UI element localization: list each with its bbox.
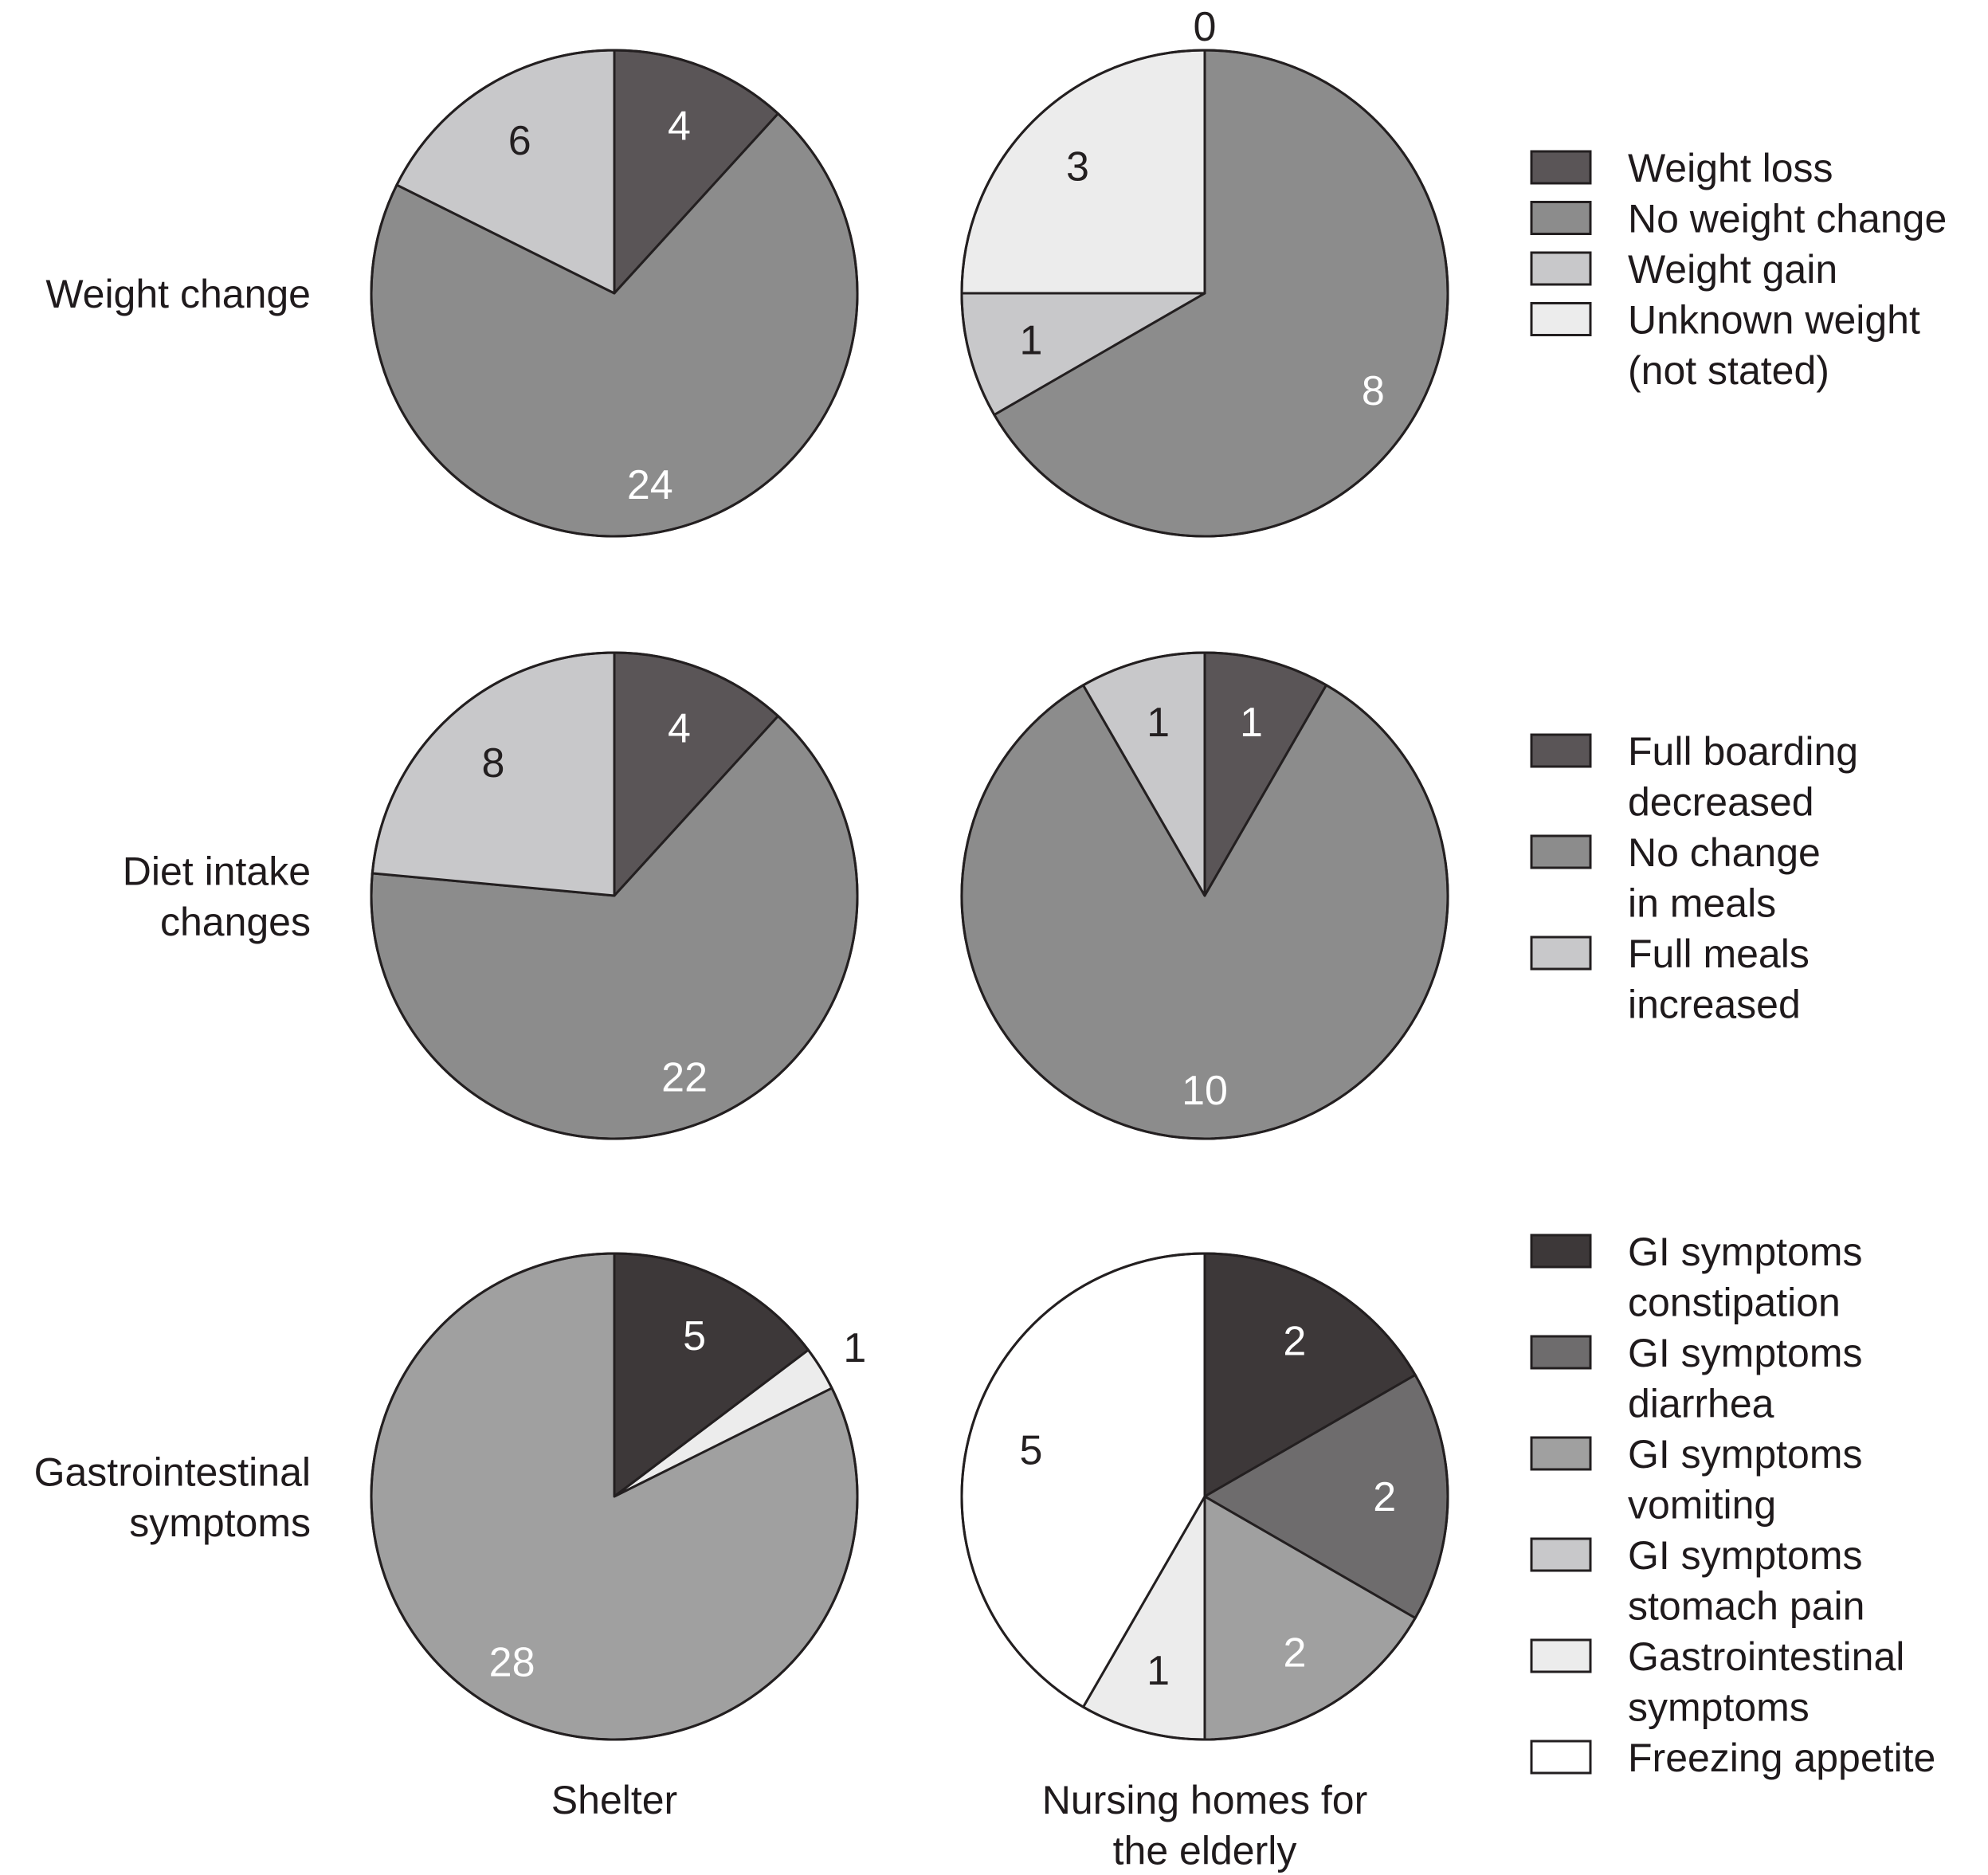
legend-swatch [1530,1638,1592,1673]
pie-shelter-row-2 [370,1252,859,1741]
legend-text: Weight gain [1628,247,1837,292]
slice-unknown-weight-not-stated-label: 3 [1066,143,1089,190]
legend-text: vomiting [1628,1483,1776,1528]
slice-gi-symptoms-vomiting-label: 2 [1283,1630,1306,1677]
legend-text: increased [1628,983,1801,1027]
legend-swatch [1530,1335,1592,1370]
slice-full-meals-increased-label: 8 [481,740,504,786]
legend-swatch [1530,834,1592,869]
pie-outline [960,651,1449,1140]
slice-full-boarding-decreased-label: 4 [668,706,691,752]
legend-swatch [1530,302,1592,336]
pie-nursing-homes-for-the-elderly-row-1 [960,651,1449,1140]
legend-text: Full boarding [1628,729,1858,774]
legend-item-gi-symptoms-constipation [1530,1234,1592,1269]
legend-text: Gastrointestinal [1628,1634,1904,1679]
legend-swatch [1530,733,1592,768]
column-label-nursing-homes-for-the-elderly-line-1: the elderly [1113,1829,1297,1873]
legend-text: (not stated) [1628,348,1829,393]
row-label-0-line-0: Weight change [45,272,311,316]
slice-weight-gain-label: 6 [508,118,531,164]
legend-item-no-weight-change [1530,201,1592,235]
slice-no-weight-change-label: 24 [627,462,673,508]
legend-text: constipation [1628,1281,1841,1325]
legend-swatch [1530,936,1592,971]
legend-text: in meals [1628,881,1776,926]
slice-weight-loss-label: 0 [1194,4,1217,50]
legend-item-freezing-appetite [1530,1740,1592,1775]
legend-text: Weight loss [1628,146,1833,190]
legend-text: symptoms [1628,1685,1810,1730]
row-label-1-line-0: Diet intake [123,849,311,893]
column-label-shelter-line-0: Shelter [551,1778,677,1822]
legend-swatch [1530,1740,1592,1775]
slice-full-boarding-decreased-label: 1 [1240,700,1263,746]
legend-swatch [1530,251,1592,286]
legend-text: Unknown weight [1628,298,1920,343]
legend-item-gi-symptoms-stomach-pain [1530,1537,1592,1572]
legend-item-unknown-weight-not-stated [1530,302,1592,336]
legend-item-weight-gain [1530,251,1592,286]
legend-item-gi-symptoms-diarrhea [1530,1335,1592,1370]
slice-no-change-in-meals-label: 22 [661,1055,708,1101]
pie-nursing-homes-for-the-elderly-row-0 [960,49,1449,538]
legend-text: GI symptoms [1628,1432,1862,1477]
legend-text: decreased [1628,780,1814,825]
pie-outline [960,1252,1449,1741]
slice-full-meals-increased-label: 1 [1147,700,1170,746]
legend-swatch [1530,1537,1592,1572]
pie-shelter-row-1 [370,651,859,1140]
legend-item-gastrointestinal-symptoms [1530,1638,1592,1673]
row-label-1-line-1: changes [160,900,311,944]
pie-outline [370,651,859,1140]
column-label-nursing-homes-for-the-elderly-line-0: Nursing homes for [1042,1778,1368,1822]
legend-text: GI symptoms [1628,1533,1862,1578]
row-label-2-line-0: Gastrointestinal [34,1449,311,1494]
legend-text: diarrhea [1628,1382,1774,1426]
slice-no-change-in-meals-label: 10 [1182,1068,1228,1114]
pie-outline [370,49,859,538]
legend-swatch [1530,201,1592,235]
legend-swatch [1530,1234,1592,1269]
pie-outline [370,1252,859,1741]
pie-nursing-homes-for-the-elderly-row-2 [960,1252,1449,1741]
legend-text: GI symptoms [1628,1230,1862,1274]
slice-gi-symptoms-constipation-label: 2 [1283,1319,1306,1365]
slice-gi-symptoms-constipation-label: 5 [683,1313,706,1359]
legend-text: stomach pain [1628,1584,1864,1629]
legend-text: No change [1628,830,1821,875]
slice-weight-loss-label: 4 [668,104,691,150]
legend-item-full-meals-increased [1530,936,1592,971]
slice-gi-symptoms-diarrhea-label: 2 [1373,1474,1396,1520]
slice-no-weight-change-label: 8 [1362,368,1385,414]
pie-shelter-row-0 [370,49,859,538]
legend-swatch [1530,1436,1592,1471]
slice-freezing-appetite-label: 5 [1020,1428,1043,1474]
slice-gi-symptoms-vomiting-label: 28 [489,1640,535,1686]
slice-gastrointestinal-symptoms-label: 1 [843,1325,866,1371]
legend-text: GI symptoms [1628,1331,1862,1375]
slice-weight-gain-label: 1 [1020,317,1043,363]
legend-item-weight-loss [1530,150,1592,185]
legend-text: Full meals [1628,932,1810,976]
legend-text: Freezing appetite [1628,1736,1935,1780]
legend-item-gi-symptoms-vomiting [1530,1436,1592,1471]
legend-text: No weight change [1628,197,1947,241]
slice-gastrointestinal-symptoms-label: 1 [1147,1648,1170,1694]
legend-item-no-change-in-meals [1530,834,1592,869]
legend-item-full-boarding-decreased [1530,733,1592,768]
legend-swatch [1530,150,1592,185]
row-label-2-line-1: symptoms [129,1500,311,1545]
pie-outline [960,49,1449,538]
